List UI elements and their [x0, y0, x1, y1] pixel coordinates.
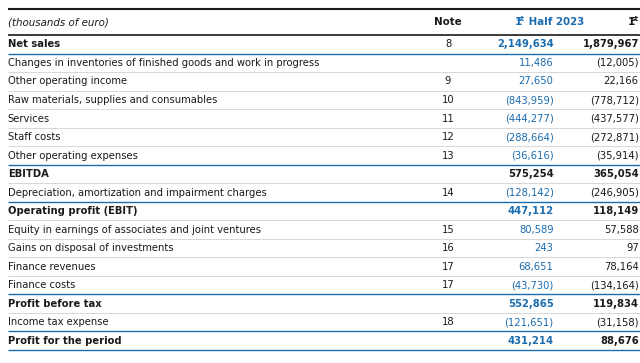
Text: 17: 17 [442, 262, 454, 272]
Text: 447,112: 447,112 [508, 206, 554, 216]
Text: st: st [516, 16, 525, 22]
Text: (778,712): (778,712) [589, 95, 639, 105]
Text: 552,865: 552,865 [508, 299, 554, 309]
Text: (thousands of euro): (thousands of euro) [8, 17, 109, 27]
Text: Operating profit (EBIT): Operating profit (EBIT) [8, 206, 137, 216]
Text: Changes in inventories of finished goods and work in progress: Changes in inventories of finished goods… [8, 58, 319, 68]
Text: Net sales: Net sales [8, 40, 60, 49]
Text: Staff costs: Staff costs [8, 132, 60, 142]
Text: Services: Services [8, 114, 50, 123]
Text: (36,616): (36,616) [511, 151, 554, 160]
Text: 1,879,967: 1,879,967 [582, 40, 639, 49]
Text: 17: 17 [442, 280, 454, 290]
Text: 2,149,634: 2,149,634 [497, 40, 554, 49]
Text: 57,588: 57,588 [604, 225, 639, 234]
Text: (288,664): (288,664) [505, 132, 554, 142]
Text: (134,164): (134,164) [590, 280, 639, 290]
Text: Note: Note [434, 17, 462, 27]
Text: (444,277): (444,277) [505, 114, 554, 123]
Text: 10: 10 [442, 95, 454, 105]
Text: Raw materials, supplies and consumables: Raw materials, supplies and consumables [8, 95, 217, 105]
Text: 88,676: 88,676 [600, 336, 639, 346]
Text: (12,005): (12,005) [596, 58, 639, 68]
Text: 1: 1 [628, 17, 636, 27]
Text: (128,142): (128,142) [505, 188, 554, 197]
Text: Finance costs: Finance costs [8, 280, 75, 290]
Text: Finance revenues: Finance revenues [8, 262, 95, 272]
Text: 27,650: 27,650 [519, 77, 554, 86]
Text: 13: 13 [442, 151, 454, 160]
Text: 243: 243 [535, 243, 554, 253]
Text: 9: 9 [445, 77, 451, 86]
Text: 14: 14 [442, 188, 454, 197]
Text: Half 2022: Half 2022 [639, 17, 640, 27]
Text: Equity in earnings of associates and joint ventures: Equity in earnings of associates and joi… [8, 225, 260, 234]
Text: 1: 1 [515, 17, 522, 27]
Text: Other operating expenses: Other operating expenses [8, 151, 138, 160]
Text: 8: 8 [445, 40, 451, 49]
Text: 22,166: 22,166 [604, 77, 639, 86]
Text: 80,589: 80,589 [519, 225, 554, 234]
Text: (843,959): (843,959) [505, 95, 554, 105]
Text: 12: 12 [442, 132, 454, 142]
Text: Half 2023: Half 2023 [525, 17, 584, 27]
Text: (437,577): (437,577) [590, 114, 639, 123]
Text: (121,651): (121,651) [504, 317, 554, 327]
Text: 97: 97 [626, 243, 639, 253]
Text: (246,905): (246,905) [590, 188, 639, 197]
Text: 118,149: 118,149 [593, 206, 639, 216]
Text: EBITDA: EBITDA [8, 169, 49, 179]
Text: st: st [630, 16, 639, 22]
Text: 431,214: 431,214 [508, 336, 554, 346]
Text: 365,054: 365,054 [593, 169, 639, 179]
Text: Income tax expense: Income tax expense [8, 317, 108, 327]
Text: (31,158): (31,158) [596, 317, 639, 327]
Text: Gains on disposal of investments: Gains on disposal of investments [8, 243, 173, 253]
Text: 78,164: 78,164 [604, 262, 639, 272]
Text: 16: 16 [442, 243, 454, 253]
Text: 575,254: 575,254 [508, 169, 554, 179]
Text: 11: 11 [442, 114, 454, 123]
Text: 18: 18 [442, 317, 454, 327]
Text: Other operating income: Other operating income [8, 77, 127, 86]
Text: 68,651: 68,651 [519, 262, 554, 272]
Text: Profit before tax: Profit before tax [8, 299, 101, 309]
Text: (272,871): (272,871) [589, 132, 639, 142]
Text: (35,914): (35,914) [596, 151, 639, 160]
Text: 15: 15 [442, 225, 454, 234]
Text: (43,730): (43,730) [511, 280, 554, 290]
Text: 11,486: 11,486 [519, 58, 554, 68]
Text: 119,834: 119,834 [593, 299, 639, 309]
Text: Depreciation, amortization and impairment charges: Depreciation, amortization and impairmen… [8, 188, 266, 197]
Text: Profit for the period: Profit for the period [8, 336, 122, 346]
